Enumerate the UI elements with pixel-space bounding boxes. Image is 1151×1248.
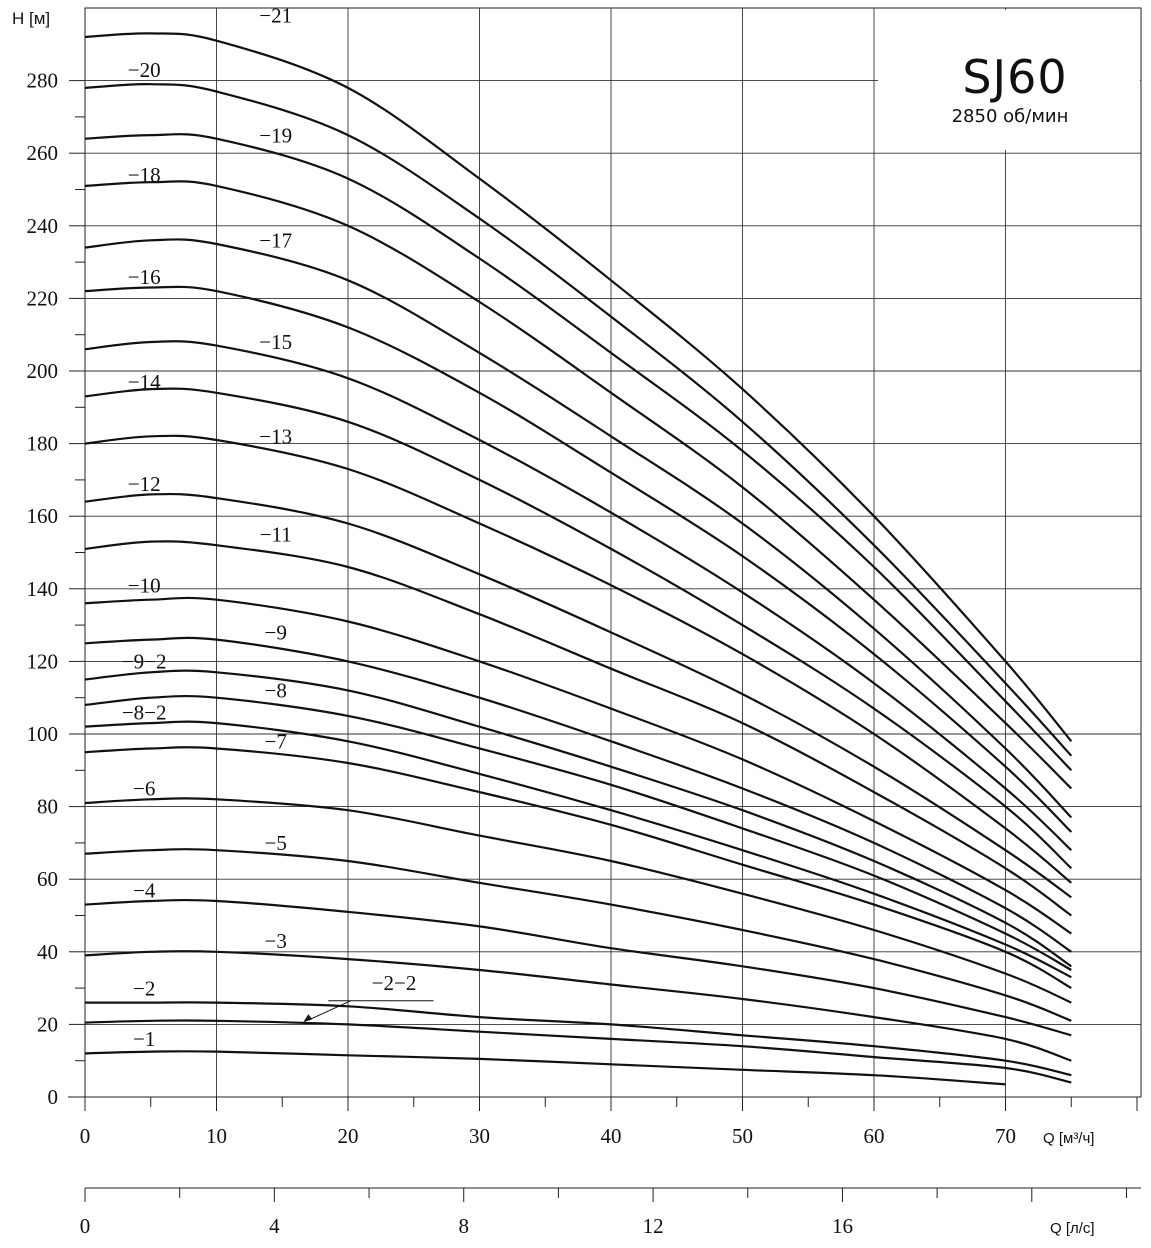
series-label: −18 (128, 163, 161, 187)
series-label: −3 (265, 929, 287, 953)
y-tick-label: 20 (37, 1012, 58, 1036)
series-layer (84, 32, 1073, 1086)
series-label: −5 (265, 831, 287, 855)
series-label: −19 (259, 123, 292, 147)
series-label: −8−2 (122, 700, 167, 724)
x2-tick-label: 16 (832, 1214, 853, 1238)
y-tick-label: 280 (27, 69, 59, 93)
series-label: −21 (259, 4, 292, 28)
series-label: −11 (260, 523, 292, 547)
y-tick-label: 240 (27, 214, 59, 238)
y-tick-label: 40 (37, 940, 58, 964)
x-tick-label: 40 (601, 1124, 622, 1148)
series-label: −7 (265, 730, 287, 754)
series-line (84, 669, 1072, 968)
series-line (84, 596, 1072, 935)
y-tick-label: 220 (27, 286, 59, 310)
series-line (84, 285, 1073, 833)
series-line (84, 83, 1073, 757)
x-tick-label: 0 (80, 1124, 91, 1148)
y-tick-label: 260 (27, 141, 59, 165)
series-label: −16 (128, 265, 161, 289)
series-label: −4 (133, 878, 156, 902)
series-line (84, 1050, 1006, 1086)
x-tick-label: 30 (469, 1124, 490, 1148)
x2-tick-label: 12 (643, 1214, 664, 1238)
leader-arrow-2-2 (308, 1000, 351, 1021)
x2-axis-label: Q [л/с] (1050, 1220, 1095, 1237)
x2-tick-label: 4 (269, 1214, 280, 1238)
series-label: −10 (128, 573, 161, 597)
y-tick-label: 120 (27, 649, 59, 673)
series-line (84, 720, 1072, 979)
series-label: −20 (128, 58, 161, 82)
x-axis-label: Q [м³/ч] (1043, 1130, 1094, 1147)
x-tick-label: 20 (338, 1124, 359, 1148)
series-line (84, 1019, 1072, 1084)
series-label: −17 (259, 229, 292, 253)
x-tick-label: 70 (995, 1124, 1016, 1148)
y-axis-label: H [м] (12, 9, 50, 28)
y-tick-label: 80 (37, 795, 58, 819)
x2-tick-label: 8 (458, 1214, 469, 1238)
series-line (84, 180, 1073, 790)
x-tick-label: 10 (206, 1124, 227, 1148)
series-line (84, 540, 1072, 917)
x-tick-label: 50 (732, 1124, 753, 1148)
x-tick-label: 60 (864, 1124, 885, 1148)
series-label: −9 (265, 621, 287, 645)
label-layer: −21 −20 −19 −18 −17 −16 −15 −14 −13 −12 −11 −10 −9 −9… (122, 4, 434, 1051)
series-label: −6 (133, 777, 155, 801)
series-label: −9−2 (122, 650, 167, 674)
title-mask (878, 10, 1140, 150)
series-label: −15 (259, 330, 292, 354)
series-line (84, 32, 1073, 743)
series-line (85, 1001, 1072, 1077)
series-line (84, 636, 1072, 953)
series-label: −8 (265, 679, 287, 703)
series-line (84, 387, 1073, 870)
series-label: −12 (128, 472, 161, 496)
series-line (84, 950, 1072, 1062)
x2-tick-label: 0 (80, 1214, 91, 1238)
y-tick-label: 200 (27, 359, 59, 383)
series-line (84, 238, 1073, 819)
y-tick-label: 140 (27, 577, 59, 601)
y-tick-label: 100 (27, 722, 59, 746)
series-line (84, 492, 1072, 899)
series-line (84, 898, 1072, 1037)
series-line (84, 797, 1072, 1004)
series-line (84, 434, 1072, 884)
series-line (84, 694, 1072, 971)
leader-arrowhead-2-2 (303, 1014, 313, 1023)
grid-layer (84, 7, 1142, 1098)
series-label: −2−2 (372, 971, 417, 995)
y-tick-label: 0 (48, 1085, 59, 1109)
series-line (84, 340, 1073, 852)
series-line (84, 848, 1072, 1022)
plot-frame (84, 7, 1142, 1098)
series-label: −13 (259, 425, 292, 449)
series-label: −2 (133, 976, 155, 1000)
y-tick-label: 160 (27, 504, 59, 528)
axis-layer: 0 10 20 30 40 50 60 70 Q [м³/ч]02040608010012014… (12, 9, 1141, 1238)
chart-subtitle: 2850 об/мин (951, 106, 1069, 127)
chart-title: SJ60 (962, 50, 1068, 104)
y-tick-label: 180 (27, 432, 59, 456)
y-tick-label: 60 (37, 867, 58, 891)
series-label: −14 (128, 370, 161, 394)
series-line (84, 133, 1073, 772)
series-label: −1 (133, 1027, 155, 1051)
series-line (84, 746, 1072, 990)
